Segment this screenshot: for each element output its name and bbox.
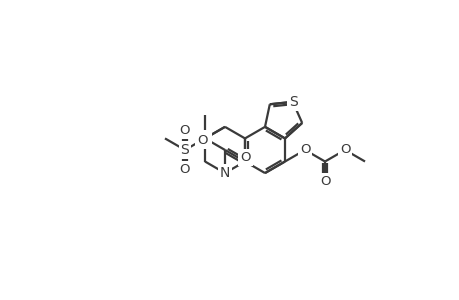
Text: O: O (199, 132, 210, 145)
Text: O: O (339, 143, 349, 157)
Text: S: S (289, 95, 297, 109)
Text: O: O (179, 124, 190, 137)
Text: S: S (180, 143, 189, 157)
Text: N: N (219, 166, 230, 180)
Text: O: O (197, 134, 207, 147)
Text: O: O (299, 143, 310, 157)
Text: O: O (240, 151, 251, 164)
Text: O: O (179, 163, 190, 176)
Text: O: O (319, 175, 330, 188)
